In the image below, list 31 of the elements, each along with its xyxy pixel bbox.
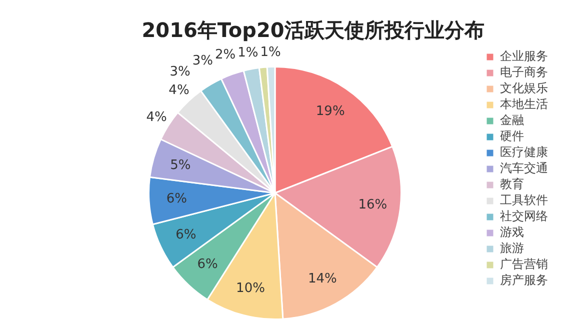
- legend-label: 工具软件: [500, 193, 548, 208]
- legend-label: 广告营销: [500, 257, 548, 272]
- legend-label: 文化娱乐: [500, 81, 548, 96]
- legend-label: 汽车交通: [500, 161, 548, 176]
- data-label: 1%: [260, 45, 281, 60]
- data-label: 1%: [238, 46, 258, 61]
- data-label: 5%: [170, 158, 191, 173]
- data-label: 10%: [236, 280, 265, 296]
- data-label: 2%: [215, 48, 236, 63]
- data-label: 4%: [168, 83, 190, 98]
- legend-label: 金融: [500, 113, 524, 128]
- data-label: 19%: [316, 104, 345, 119]
- data-label: 6%: [176, 227, 196, 242]
- data-label: 6%: [197, 257, 218, 272]
- data-label: 16%: [358, 198, 388, 213]
- legend-label: 医疗健康: [500, 145, 548, 160]
- legend-label: 电子商务: [500, 65, 548, 80]
- data-label: 4%: [146, 110, 167, 126]
- legend-label: 本地生活: [500, 97, 548, 112]
- chart-title: 2016年Top20活跃天使所投行业分布: [142, 18, 484, 42]
- legend-label: 硬件: [500, 129, 524, 144]
- data-label: 14%: [308, 272, 337, 287]
- legend-label: 游戏: [500, 225, 524, 240]
- legend-label: 房产服务: [500, 273, 548, 288]
- data-label: 3%: [192, 53, 214, 68]
- data-label: 3%: [170, 64, 190, 80]
- legend-label: 教育: [500, 177, 524, 192]
- data-label: 6%: [166, 192, 188, 207]
- legend-label: 企业服务: [500, 49, 548, 64]
- legend-label: 旅游: [500, 241, 524, 256]
- legend-label: 社交网络: [500, 209, 548, 224]
